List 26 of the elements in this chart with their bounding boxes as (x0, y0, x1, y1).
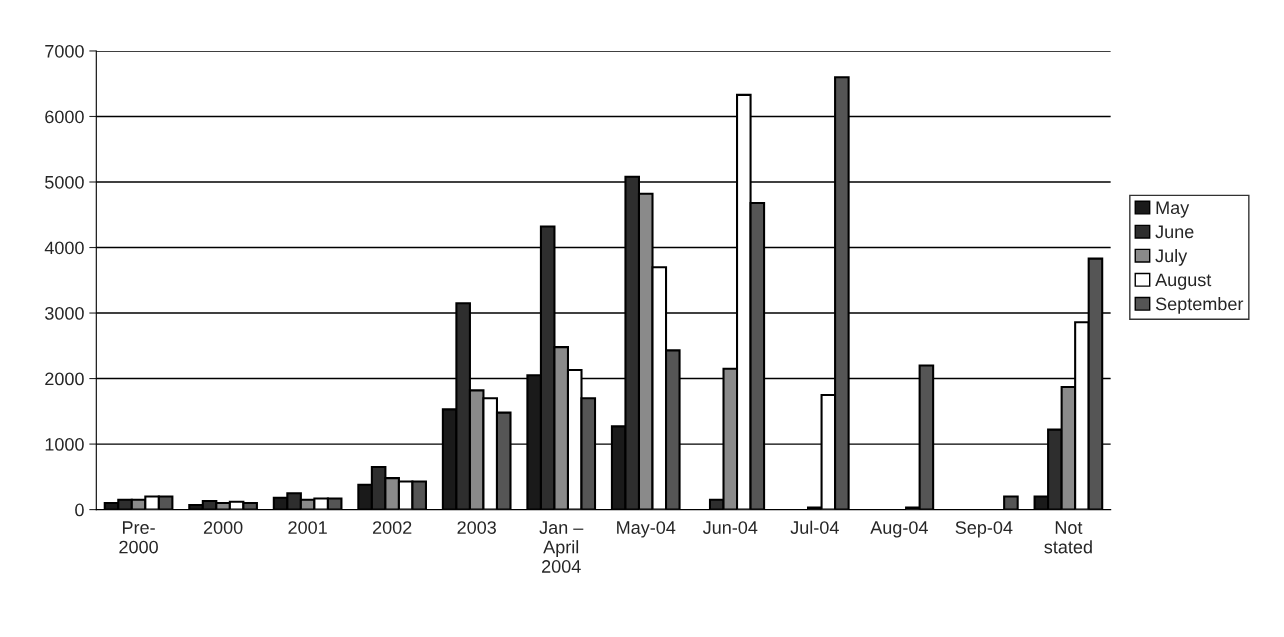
x-tick-label: Jan – April 2004 (539, 521, 584, 573)
y-tick-label: 1000 (45, 438, 84, 451)
y-tick-label: 3000 (45, 306, 84, 320)
x-tick-label: Pre- 2000 (119, 521, 158, 554)
x-tick-label: Not stated (1044, 521, 1092, 554)
x-tick-label: 2001 (288, 521, 327, 534)
bar (1003, 495, 1019, 510)
x-tick-label: 2000 (203, 521, 243, 534)
x-tick-label: Jul-04 (790, 520, 839, 534)
y-tick-label: 2000 (45, 372, 84, 386)
legend-label: June (1155, 225, 1194, 239)
x-tick-label: 2002 (372, 521, 412, 534)
legend-label: September (1155, 297, 1244, 314)
legend-label: May (1156, 201, 1190, 218)
x-tick-label: Jun-04 (702, 521, 758, 534)
x-tick-label: May-04 (617, 521, 676, 538)
x-tick-label: Aug-04 (870, 521, 928, 538)
legend-label: August (1155, 273, 1212, 290)
y-tick-label: 5000 (45, 175, 84, 189)
y-tick-label: 0 (75, 503, 84, 517)
y-tick-label: 4000 (44, 241, 84, 255)
y-tick-label: 7000 (45, 44, 84, 58)
x-tick-label: 2003 (457, 521, 496, 534)
y-tick-label: 6000 (45, 110, 84, 124)
x-tick-label: Sep-04 (955, 521, 1013, 538)
legend-label: July (1155, 248, 1188, 266)
